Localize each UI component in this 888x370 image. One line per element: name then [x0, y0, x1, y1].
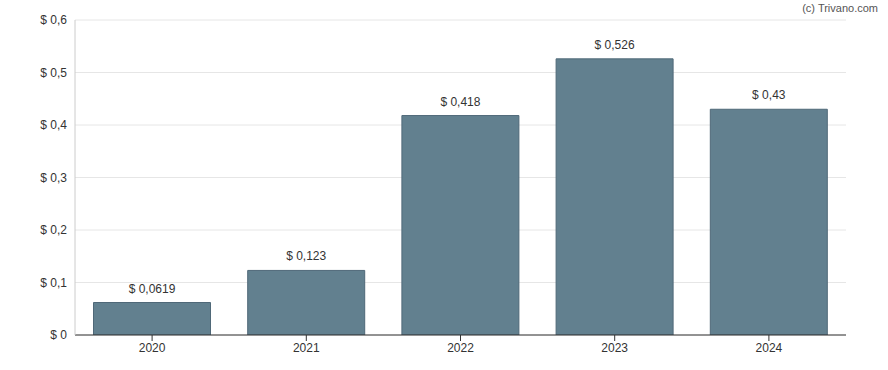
svg-text:$ 0,6: $ 0,6	[40, 13, 67, 27]
svg-text:2022: 2022	[447, 341, 474, 355]
svg-text:$ 0,0619: $ 0,0619	[129, 282, 176, 296]
svg-text:$ 0,43: $ 0,43	[752, 88, 786, 102]
svg-text:$ 0: $ 0	[50, 328, 67, 342]
svg-text:$ 0,2: $ 0,2	[40, 223, 67, 237]
svg-text:$ 0,1: $ 0,1	[40, 276, 67, 290]
svg-text:$ 0,3: $ 0,3	[40, 171, 67, 185]
svg-text:$ 0,4: $ 0,4	[40, 118, 67, 132]
svg-text:2024: 2024	[756, 341, 783, 355]
svg-text:$ 0,418: $ 0,418	[440, 95, 480, 109]
svg-text:$ 0,526: $ 0,526	[595, 38, 635, 52]
html-text:(c) Trivano.com: (c) Trivano.com	[802, 2, 878, 14]
svg-text:$ 0,5: $ 0,5	[40, 66, 67, 80]
svg-text:2023: 2023	[601, 341, 628, 355]
svg-text:2021: 2021	[293, 341, 320, 355]
svg-text:2020: 2020	[139, 341, 166, 355]
svg-text:$ 0,123: $ 0,123	[286, 249, 326, 263]
